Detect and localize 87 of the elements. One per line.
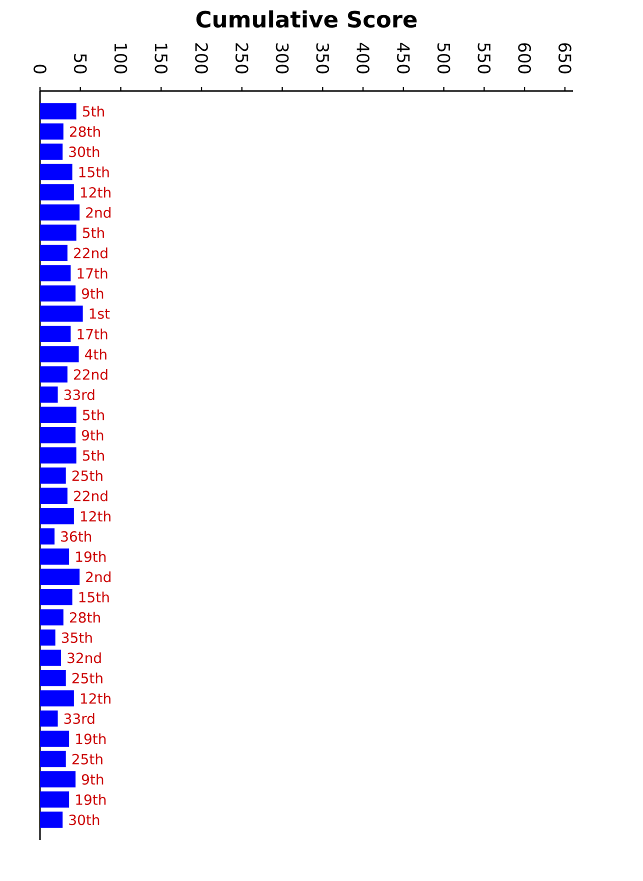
bar	[40, 548, 70, 565]
bar	[40, 568, 80, 585]
annotation: 5th	[82, 450, 104, 461]
chart-title: Cumulative Score	[196, 10, 417, 28]
bar	[40, 447, 76, 464]
bar	[40, 588, 72, 606]
annotation: 19th	[76, 551, 106, 562]
x-tick-label: 450	[396, 42, 410, 74]
x-tick-label: 200	[195, 43, 208, 74]
x-tick-label: 600	[518, 43, 531, 74]
annotation: 33rd	[64, 713, 94, 724]
annotation: 25th	[72, 470, 102, 482]
annotation: 12th	[80, 510, 110, 522]
annotation: 5th	[82, 106, 104, 117]
annotation: 1st	[90, 308, 110, 319]
annotation: 28th	[70, 126, 100, 137]
bar	[40, 103, 76, 120]
bar	[40, 144, 63, 160]
x-tick-label: 250	[235, 43, 248, 74]
annotation: 30th	[69, 814, 100, 826]
x-tick-label: 300	[276, 43, 289, 74]
bar	[40, 528, 55, 544]
x-tick-label: 150	[154, 44, 168, 74]
x-tick-label: 50	[74, 54, 87, 74]
bar	[40, 812, 63, 828]
annotation: 28th	[70, 612, 100, 623]
x-tick-label: 400	[356, 42, 370, 74]
annotation: 5th	[82, 227, 104, 238]
annotation: 2nd	[86, 207, 110, 218]
bar	[40, 750, 66, 768]
annotation: 19th	[76, 733, 106, 744]
bar	[40, 244, 68, 262]
annotation: 17th	[78, 268, 108, 279]
annotation: 9th	[82, 774, 104, 785]
bar	[40, 265, 71, 282]
x-tick-label: 100	[114, 44, 128, 74]
annotation: 35th	[62, 632, 92, 643]
bar	[40, 427, 76, 444]
bar	[40, 710, 58, 727]
bar	[40, 609, 64, 626]
annotation: 15th	[79, 166, 109, 178]
bar	[40, 406, 76, 423]
annotation: 22nd	[74, 248, 108, 258]
bar	[40, 488, 68, 504]
x-tick-label: 350	[316, 43, 330, 74]
bar	[40, 306, 83, 322]
bar	[40, 690, 74, 706]
bar	[40, 346, 79, 362]
bar	[40, 184, 74, 200]
bar	[40, 771, 76, 788]
x-tick-label: 550	[478, 43, 491, 74]
x-tick-label: 650	[558, 43, 572, 74]
bar	[40, 468, 66, 484]
annotation: 25th	[72, 754, 102, 764]
bar	[40, 285, 76, 302]
bar	[40, 386, 58, 403]
x-tick-label: 0	[34, 64, 46, 74]
bar	[40, 164, 72, 180]
annotation: 9th	[82, 288, 104, 299]
annotation: 2nd	[86, 571, 110, 582]
annotation: 25th	[72, 672, 102, 684]
annotation: 32nd	[68, 652, 101, 664]
annotation: 4th	[84, 348, 106, 360]
bar	[40, 791, 70, 808]
annotation: 19th	[76, 794, 106, 805]
annotation: 12th	[80, 692, 110, 704]
bar	[40, 670, 66, 686]
annotation: 33rd	[64, 389, 94, 400]
x-tick-label: 500	[437, 43, 450, 74]
annotation: 9th	[82, 430, 104, 441]
annotation: 12th	[80, 186, 110, 198]
bar	[40, 508, 74, 524]
bar	[40, 366, 68, 383]
bar	[40, 224, 76, 241]
annotation: 22nd	[74, 368, 108, 380]
bar	[40, 650, 61, 666]
bar	[40, 629, 56, 646]
annotation: 36th	[61, 530, 92, 542]
bar	[40, 204, 80, 221]
annotation: 5th	[82, 409, 104, 420]
bar	[40, 326, 71, 342]
bar	[40, 730, 70, 747]
annotation: 30th	[69, 146, 100, 158]
bar	[40, 123, 64, 140]
annotation: 17th	[78, 328, 108, 340]
annotation: 22nd	[74, 490, 108, 502]
annotation: 15th	[79, 592, 109, 603]
